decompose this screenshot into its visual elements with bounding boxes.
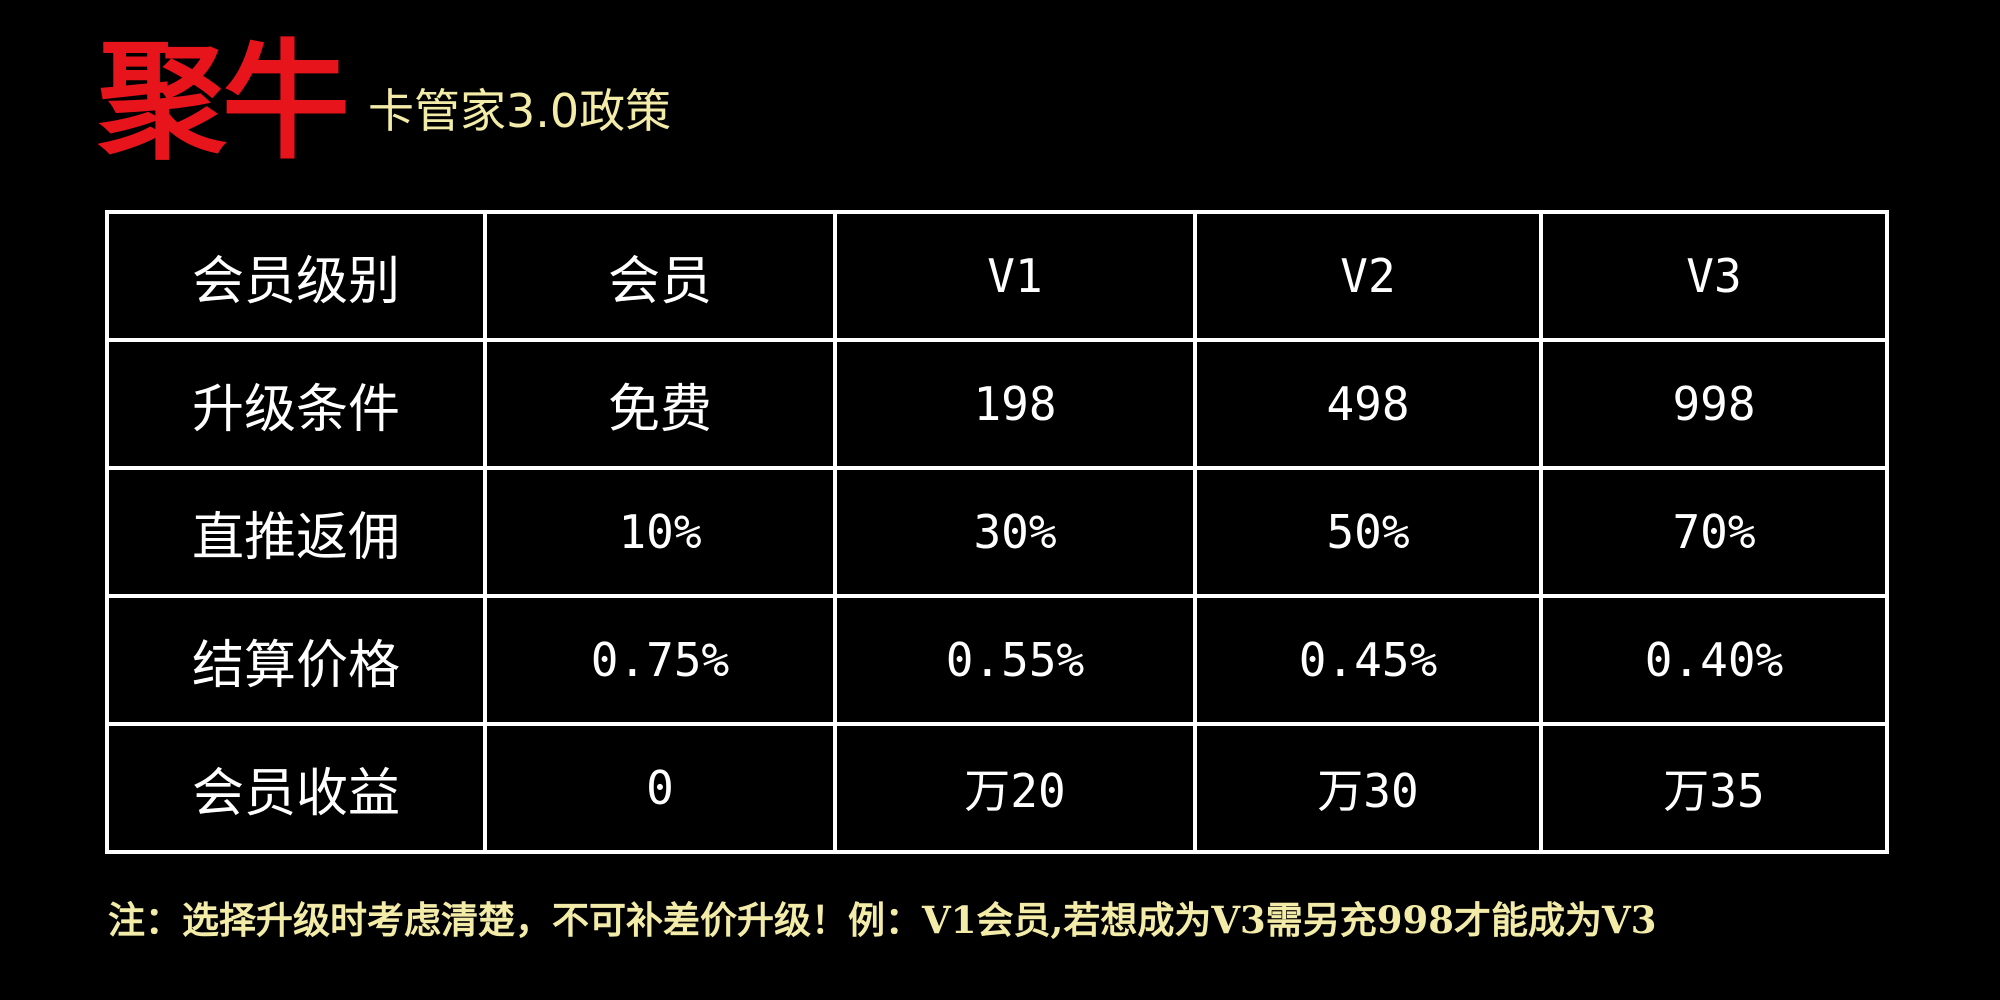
cell-earnings-v3: 万35 xyxy=(1539,722,1889,854)
cell-upgrade-v3: 998 xyxy=(1539,338,1889,470)
cell-settlement-v2: 0.45% xyxy=(1193,594,1543,726)
cell-upgrade-v2: 498 xyxy=(1193,338,1543,470)
row-label-upgrade-condition: 升级条件 xyxy=(105,338,487,470)
cell-upgrade-v1: 198 xyxy=(833,338,1197,470)
policy-table: 会员级别 会员 V1 V2 V3 升级条件 免费 198 498 998 直推返… xyxy=(105,210,1889,854)
table-row-settlement-price: 结算价格 0.75% 0.55% 0.45% 0.40% xyxy=(105,594,1889,726)
cell-upgrade-basic: 免费 xyxy=(483,338,837,470)
page-subtitle: 卡管家3.0政策 xyxy=(368,84,672,138)
cell-settlement-v3: 0.40% xyxy=(1539,594,1889,726)
cell-member-level-basic: 会员 xyxy=(483,210,837,342)
cell-member-level-v1: V1 xyxy=(833,210,1197,342)
cell-commission-v1: 30% xyxy=(833,466,1197,598)
cell-settlement-basic: 0.75% xyxy=(483,594,837,726)
row-label-member-earnings: 会员收益 xyxy=(105,722,487,854)
table-row-member-level: 会员级别 会员 V1 V2 V3 xyxy=(105,210,1889,342)
cell-earnings-v2: 万30 xyxy=(1193,722,1543,854)
cell-commission-v2: 50% xyxy=(1193,466,1543,598)
brand-title: 聚牛 xyxy=(98,28,350,177)
table-row-upgrade-condition: 升级条件 免费 198 498 998 xyxy=(105,338,1889,470)
table-row-member-earnings: 会员收益 0 万20 万30 万35 xyxy=(105,722,1889,854)
cell-member-level-v3: V3 xyxy=(1539,210,1889,342)
cell-earnings-basic: 0 xyxy=(483,722,837,854)
row-label-direct-commission: 直推返佣 xyxy=(105,466,487,598)
cell-commission-basic: 10% xyxy=(483,466,837,598)
upgrade-note: 注：选择升级时考虑清楚，不可补差价升级！例：V1会员,若想成为V3需另充998才… xyxy=(108,898,1657,942)
cell-earnings-v1: 万20 xyxy=(833,722,1197,854)
cell-commission-v3: 70% xyxy=(1539,466,1889,598)
table-row-direct-commission: 直推返佣 10% 30% 50% 70% xyxy=(105,466,1889,598)
row-label-member-level: 会员级别 xyxy=(105,210,487,342)
cell-settlement-v1: 0.55% xyxy=(833,594,1197,726)
cell-member-level-v2: V2 xyxy=(1193,210,1543,342)
row-label-settlement-price: 结算价格 xyxy=(105,594,487,726)
